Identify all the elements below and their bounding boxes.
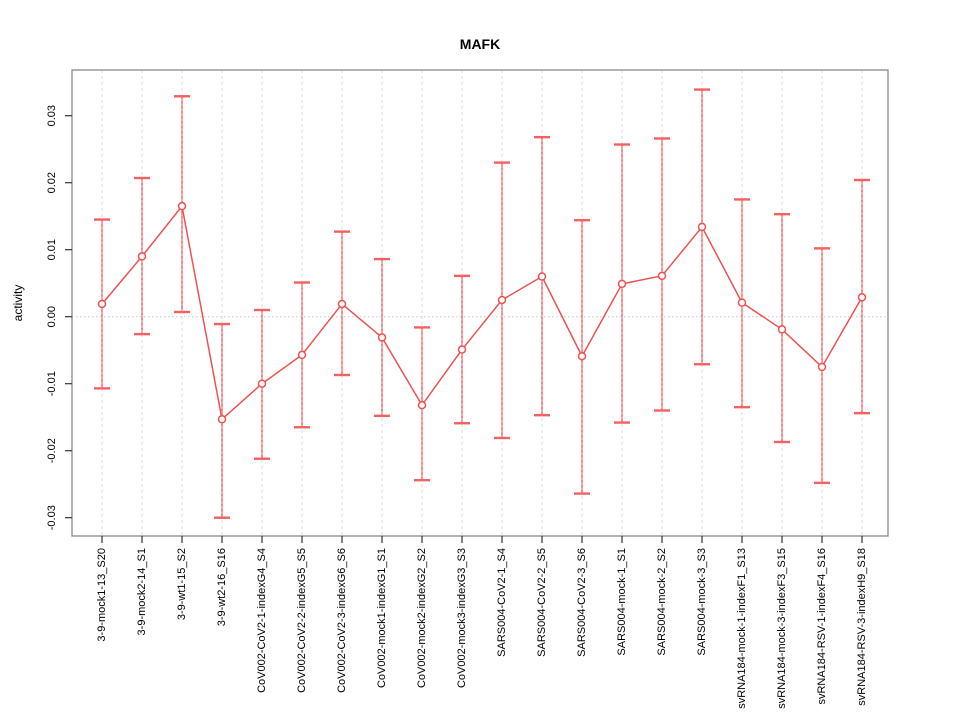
y-tick-label: -0.01: [46, 371, 58, 396]
y-tick-label: 0.00: [46, 306, 58, 327]
data-point: [497, 295, 507, 305]
y-tick-label: 0.01: [46, 239, 58, 260]
x-tick-label: SARS004-CoV2-3_S6: [576, 548, 588, 657]
x-tick-label: SARS004-mock-2_S2: [656, 548, 668, 656]
data-point: [377, 333, 387, 342]
data-point: [417, 400, 427, 410]
x-tick-label: CoV002-CoV2-3-indexG6_S6: [336, 548, 348, 693]
data-point: [617, 279, 627, 289]
data-point: [177, 201, 187, 211]
data-point: [577, 351, 587, 361]
x-tick-label: CoV002-mock2-indexG2_S2: [416, 548, 428, 688]
x-tick-label: 3-9-wt1-15_S2: [176, 548, 188, 620]
y-tick-label: -0.02: [46, 438, 58, 463]
x-tick-label: SARS004-mock-3_S3: [696, 548, 708, 656]
data-point: [297, 350, 307, 360]
x-tick-label: svRNA184-mock-3-indexF3_S15: [776, 548, 788, 709]
x-tick-label: 3-9-wt2-16_S16: [216, 548, 228, 626]
y-tick-label: -0.03: [46, 505, 58, 530]
y-tick-label: 0.02: [46, 172, 58, 193]
data-point: [737, 298, 747, 307]
data-point: [457, 345, 467, 354]
x-tick-label: svRNA184-RSV-3-indexH9_S18: [856, 548, 868, 706]
x-tick-label: SARS004-CoV2-2_S5: [536, 548, 548, 657]
data-point: [97, 299, 107, 309]
x-tick-label: CoV002-CoV2-2-indexG5_S5: [296, 548, 308, 693]
x-tick-label: svRNA184-RSV-1-indexF4_S16: [816, 548, 828, 705]
x-tick-label: CoV002-CoV2-1-indexG4_S4: [256, 548, 268, 693]
data-point: [217, 414, 227, 424]
x-tick-label: 3-9-mock1-13_S20: [96, 548, 108, 642]
x-tick-label: 3-9-mock2-14_S1: [136, 548, 148, 635]
x-tick-label: SARS004-mock-1_S1: [616, 548, 628, 656]
x-tick-label: SARS004-CoV2-1_S4: [496, 548, 508, 657]
data-point: [697, 222, 707, 232]
data-point: [337, 299, 347, 309]
data-point: [537, 272, 547, 281]
data-point: [257, 379, 267, 388]
y-tick-label: 0.03: [46, 105, 58, 126]
plot-box: [71, 69, 889, 537]
chart-title: MAFK: [459, 36, 501, 52]
x-tick-label: CoV002-mock1-indexG1_S1: [376, 548, 388, 688]
x-tick-label: CoV002-mock3-indexG3_S3: [456, 548, 468, 688]
data-point: [857, 293, 867, 302]
series-line: [101, 204, 863, 421]
data-point: [657, 271, 667, 281]
x-tick-label: svRNA184-mock-1-indexF1_S13: [736, 548, 748, 709]
data-point: [137, 252, 147, 261]
data-point: [777, 325, 787, 334]
data-point: [817, 362, 827, 372]
